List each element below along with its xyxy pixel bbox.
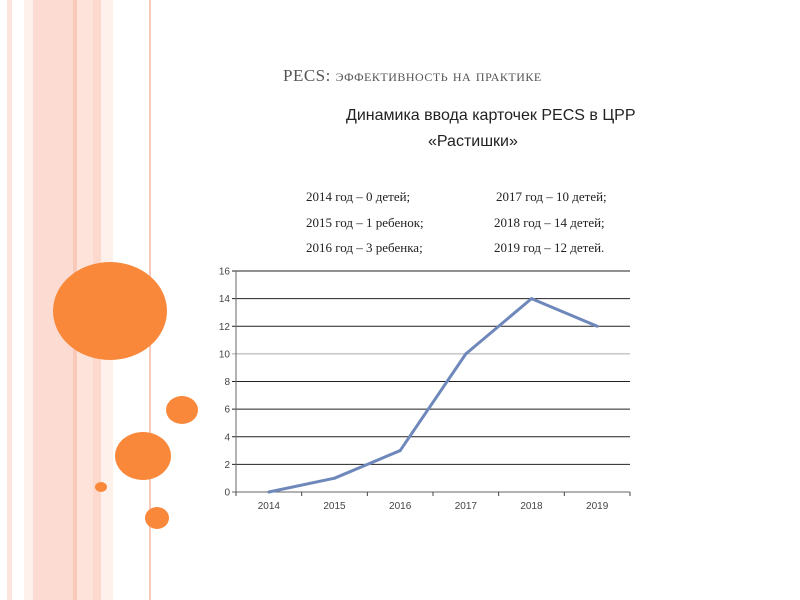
- y-tick-label: 12: [219, 322, 231, 333]
- y-tick-label: 16: [219, 267, 231, 278]
- data-point: [530, 297, 533, 301]
- circle-tiny: [95, 482, 107, 492]
- subtitle-line1: Динамика ввода карточек PECS в ЦРР: [346, 107, 636, 124]
- x-tick-label: 2015: [323, 501, 346, 512]
- stat-2018: 2018 год – 14 детей;: [494, 215, 605, 230]
- y-tick-label: 10: [219, 349, 231, 360]
- stat-2015: 2015 год – 1 ребенок;: [306, 215, 424, 230]
- stat-2016: 2016 год – 3 ребенка;: [306, 240, 423, 255]
- stat-2014: 2014 год – 0 детей;: [306, 189, 411, 204]
- title-rest: эффективность на практике: [330, 66, 542, 85]
- y-tick-label: 2: [224, 460, 230, 471]
- data-point: [267, 490, 271, 494]
- circle-large: [53, 262, 167, 360]
- data-point: [595, 324, 599, 328]
- data-point: [398, 449, 402, 453]
- y-tick-label: 8: [224, 377, 230, 388]
- y-tick-label: 14: [219, 294, 231, 305]
- slide-title: PECS: эффективность на практике: [283, 66, 542, 86]
- series-line: [268, 297, 598, 494]
- x-tick-label: 2019: [586, 501, 609, 512]
- y-tick-label: 6: [224, 405, 230, 416]
- stat-2017: 2017 год – 10 детей;: [496, 189, 607, 204]
- decorative-circles: [53, 262, 198, 529]
- y-tick-label: 4: [224, 432, 230, 443]
- data-point: [333, 476, 336, 480]
- stat-2019: 2019 год – 12 детей.: [494, 240, 605, 255]
- circle-small: [166, 396, 198, 424]
- x-tick-label: 2017: [455, 501, 478, 512]
- subtitle-line2: «Растишки»: [428, 133, 518, 150]
- x-tick-label: 2014: [258, 501, 281, 512]
- title-main: PECS:: [283, 66, 331, 85]
- circle-medium: [115, 432, 171, 480]
- x-tick-label: 2018: [520, 501, 543, 512]
- circle-small-2: [145, 507, 169, 529]
- y-tick-label: 0: [224, 488, 230, 499]
- x-tick-label: 2016: [389, 501, 412, 512]
- data-point: [464, 352, 468, 356]
